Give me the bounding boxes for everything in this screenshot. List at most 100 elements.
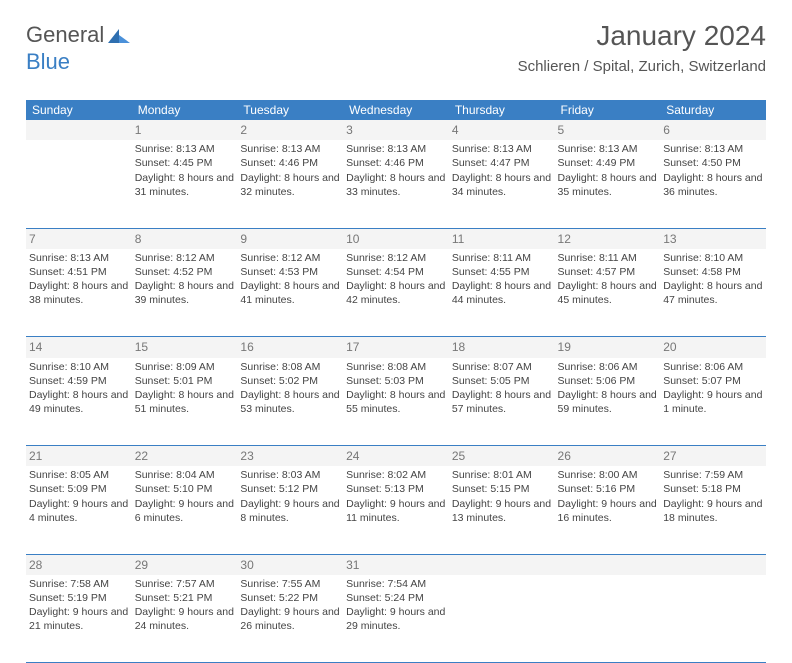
day-number-cell: 26 xyxy=(555,446,661,467)
day-details: Sunrise: 8:13 AMSunset: 4:49 PMDaylight:… xyxy=(558,142,658,199)
day-number: 12 xyxy=(558,231,658,247)
day-cell: Sunrise: 8:13 AMSunset: 4:51 PMDaylight:… xyxy=(26,249,132,337)
day-cell: Sunrise: 8:06 AMSunset: 5:07 PMDaylight:… xyxy=(660,358,766,446)
day-number: 31 xyxy=(346,557,446,573)
day-cell: Sunrise: 8:13 AMSunset: 4:46 PMDaylight:… xyxy=(343,140,449,228)
day-number: 16 xyxy=(240,339,340,355)
day-number: 21 xyxy=(29,448,129,464)
day-cell: Sunrise: 7:57 AMSunset: 5:21 PMDaylight:… xyxy=(132,575,238,663)
week-row: Sunrise: 8:13 AMSunset: 4:51 PMDaylight:… xyxy=(26,249,766,337)
day-cell: Sunrise: 8:13 AMSunset: 4:47 PMDaylight:… xyxy=(449,140,555,228)
logo-text-b: Blue xyxy=(26,49,70,74)
weekday-header: Saturday xyxy=(660,100,766,120)
week-row: Sunrise: 7:58 AMSunset: 5:19 PMDaylight:… xyxy=(26,575,766,663)
day-cell: Sunrise: 8:12 AMSunset: 4:54 PMDaylight:… xyxy=(343,249,449,337)
day-number-cell: 7 xyxy=(26,228,132,249)
week-row: Sunrise: 8:10 AMSunset: 4:59 PMDaylight:… xyxy=(26,358,766,446)
week-row: Sunrise: 8:05 AMSunset: 5:09 PMDaylight:… xyxy=(26,466,766,554)
page-title: January 2024 xyxy=(518,20,766,52)
day-number-cell: 29 xyxy=(132,554,238,575)
day-cell: Sunrise: 8:07 AMSunset: 5:05 PMDaylight:… xyxy=(449,358,555,446)
day-details: Sunrise: 8:02 AMSunset: 5:13 PMDaylight:… xyxy=(346,468,446,525)
day-cell: Sunrise: 8:04 AMSunset: 5:10 PMDaylight:… xyxy=(132,466,238,554)
day-cell: Sunrise: 8:11 AMSunset: 4:55 PMDaylight:… xyxy=(449,249,555,337)
day-cell: Sunrise: 7:54 AMSunset: 5:24 PMDaylight:… xyxy=(343,575,449,663)
day-cell: Sunrise: 8:06 AMSunset: 5:06 PMDaylight:… xyxy=(555,358,661,446)
day-cell: Sunrise: 7:59 AMSunset: 5:18 PMDaylight:… xyxy=(660,466,766,554)
day-number-cell: 23 xyxy=(237,446,343,467)
day-number-cell: 20 xyxy=(660,337,766,358)
day-number-cell: 28 xyxy=(26,554,132,575)
day-number: 4 xyxy=(452,122,552,138)
day-number-cell: 6 xyxy=(660,120,766,140)
day-number: 29 xyxy=(135,557,235,573)
day-details: Sunrise: 8:08 AMSunset: 5:02 PMDaylight:… xyxy=(240,360,340,417)
day-details: Sunrise: 8:04 AMSunset: 5:10 PMDaylight:… xyxy=(135,468,235,525)
day-number: 27 xyxy=(663,448,763,464)
day-details: Sunrise: 8:13 AMSunset: 4:50 PMDaylight:… xyxy=(663,142,763,199)
day-number: 22 xyxy=(135,448,235,464)
day-number: 30 xyxy=(240,557,340,573)
day-cell: Sunrise: 8:01 AMSunset: 5:15 PMDaylight:… xyxy=(449,466,555,554)
daynum-row: 21 22 23 24 252627 xyxy=(26,446,766,467)
location-text: Schlieren / Spital, Zurich, Switzerland xyxy=(518,58,766,75)
weekday-header: Friday xyxy=(555,100,661,120)
day-number-cell xyxy=(660,554,766,575)
day-details: Sunrise: 8:06 AMSunset: 5:06 PMDaylight:… xyxy=(558,360,658,417)
day-number: 25 xyxy=(452,448,552,464)
day-cell: Sunrise: 8:10 AMSunset: 4:58 PMDaylight:… xyxy=(660,249,766,337)
day-cell: Sunrise: 8:08 AMSunset: 5:03 PMDaylight:… xyxy=(343,358,449,446)
day-details: Sunrise: 8:11 AMSunset: 4:55 PMDaylight:… xyxy=(452,251,552,308)
day-number: 5 xyxy=(558,122,658,138)
day-number-cell: 1 xyxy=(132,120,238,140)
day-details: Sunrise: 8:13 AMSunset: 4:46 PMDaylight:… xyxy=(240,142,340,199)
day-details: Sunrise: 8:13 AMSunset: 4:47 PMDaylight:… xyxy=(452,142,552,199)
day-number: 20 xyxy=(663,339,763,355)
day-details: Sunrise: 8:09 AMSunset: 5:01 PMDaylight:… xyxy=(135,360,235,417)
day-number: 1 xyxy=(135,122,235,138)
weekday-header: Monday xyxy=(132,100,238,120)
day-details: Sunrise: 7:54 AMSunset: 5:24 PMDaylight:… xyxy=(346,577,446,634)
day-details: Sunrise: 8:05 AMSunset: 5:09 PMDaylight:… xyxy=(29,468,129,525)
day-number: 15 xyxy=(135,339,235,355)
day-number: 7 xyxy=(29,231,129,247)
day-details: Sunrise: 8:07 AMSunset: 5:05 PMDaylight:… xyxy=(452,360,552,417)
day-details: Sunrise: 7:57 AMSunset: 5:21 PMDaylight:… xyxy=(135,577,235,634)
day-details: Sunrise: 8:11 AMSunset: 4:57 PMDaylight:… xyxy=(558,251,658,308)
daynum-row: 14151617181920 xyxy=(26,337,766,358)
day-number: 8 xyxy=(135,231,235,247)
day-cell: Sunrise: 8:13 AMSunset: 4:45 PMDaylight:… xyxy=(132,140,238,228)
day-cell: Sunrise: 8:12 AMSunset: 4:53 PMDaylight:… xyxy=(237,249,343,337)
logo: General Blue xyxy=(26,22,130,75)
day-details: Sunrise: 8:12 AMSunset: 4:54 PMDaylight:… xyxy=(346,251,446,308)
weekday-header: Thursday xyxy=(449,100,555,120)
day-number: 18 xyxy=(452,339,552,355)
daynum-row: 123456 xyxy=(26,120,766,140)
day-details: Sunrise: 7:59 AMSunset: 5:18 PMDaylight:… xyxy=(663,468,763,525)
day-number: 10 xyxy=(346,231,446,247)
day-cell: Sunrise: 8:05 AMSunset: 5:09 PMDaylight:… xyxy=(26,466,132,554)
day-number-cell: 14 xyxy=(26,337,132,358)
day-number-cell: 5 xyxy=(555,120,661,140)
header-right: January 2024 Schlieren / Spital, Zurich,… xyxy=(518,20,766,75)
day-number: 24 xyxy=(346,448,446,464)
day-number-cell: 25 xyxy=(449,446,555,467)
day-number: 6 xyxy=(663,122,763,138)
weekday-header: Tuesday xyxy=(237,100,343,120)
day-number-cell: 2 xyxy=(237,120,343,140)
day-number: 23 xyxy=(240,448,340,464)
calendar-table: SundayMondayTuesdayWednesdayThursdayFrid… xyxy=(26,100,766,663)
day-cell: Sunrise: 8:13 AMSunset: 4:46 PMDaylight:… xyxy=(237,140,343,228)
day-number-cell: 12 xyxy=(555,228,661,249)
day-details: Sunrise: 7:55 AMSunset: 5:22 PMDaylight:… xyxy=(240,577,340,634)
day-details: Sunrise: 8:03 AMSunset: 5:12 PMDaylight:… xyxy=(240,468,340,525)
day-cell xyxy=(555,575,661,663)
day-cell: Sunrise: 7:58 AMSunset: 5:19 PMDaylight:… xyxy=(26,575,132,663)
day-cell: Sunrise: 7:55 AMSunset: 5:22 PMDaylight:… xyxy=(237,575,343,663)
day-number-cell: 16 xyxy=(237,337,343,358)
day-number-cell: 9 xyxy=(237,228,343,249)
day-details: Sunrise: 8:13 AMSunset: 4:45 PMDaylight:… xyxy=(135,142,235,199)
day-cell xyxy=(449,575,555,663)
day-number-cell xyxy=(26,120,132,140)
day-number: 13 xyxy=(663,231,763,247)
